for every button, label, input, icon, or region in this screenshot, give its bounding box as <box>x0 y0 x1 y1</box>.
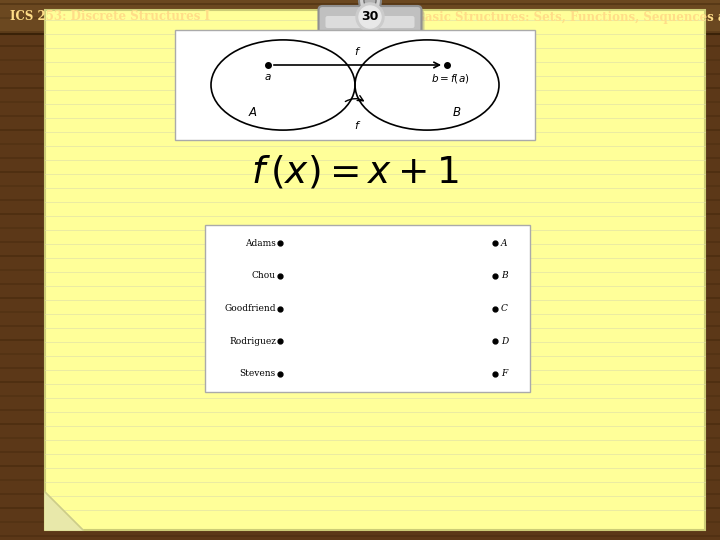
Text: $a$: $a$ <box>264 72 272 82</box>
Text: C: C <box>501 304 508 313</box>
FancyBboxPatch shape <box>325 16 415 28</box>
Text: $B$: $B$ <box>452 106 462 119</box>
Bar <box>0 0 720 34</box>
Polygon shape <box>45 492 83 530</box>
Ellipse shape <box>359 0 381 16</box>
Text: Basic Structures: Sets, Functions, Sequences and Sums: Basic Structures: Sets, Functions, Seque… <box>415 10 720 24</box>
Text: $A$: $A$ <box>248 106 258 119</box>
Text: F: F <box>501 369 508 379</box>
Text: 30: 30 <box>361 10 379 24</box>
Text: Goodfriend: Goodfriend <box>225 304 276 313</box>
Text: A: A <box>501 239 508 247</box>
Text: Rodriguez: Rodriguez <box>229 337 276 346</box>
Text: B: B <box>501 271 508 280</box>
Text: $b = f(a)$: $b = f(a)$ <box>431 72 469 85</box>
Text: $f\,(x) = x+1$: $f\,(x) = x+1$ <box>251 153 459 191</box>
Bar <box>175 30 535 140</box>
Ellipse shape <box>364 0 376 9</box>
Text: $f$: $f$ <box>354 45 361 57</box>
Text: D: D <box>501 337 508 346</box>
FancyBboxPatch shape <box>318 6 421 34</box>
Bar <box>205 225 530 392</box>
Circle shape <box>356 3 384 31</box>
Text: Examples: Examples <box>300 30 441 56</box>
Text: Adams: Adams <box>245 239 276 247</box>
FancyBboxPatch shape <box>322 10 425 38</box>
Text: ICS 253: Discrete Structures I: ICS 253: Discrete Structures I <box>10 10 210 24</box>
Text: $f$: $f$ <box>354 119 361 131</box>
Text: Stevens: Stevens <box>240 369 276 379</box>
Text: Chou: Chou <box>252 271 276 280</box>
Circle shape <box>359 6 381 28</box>
